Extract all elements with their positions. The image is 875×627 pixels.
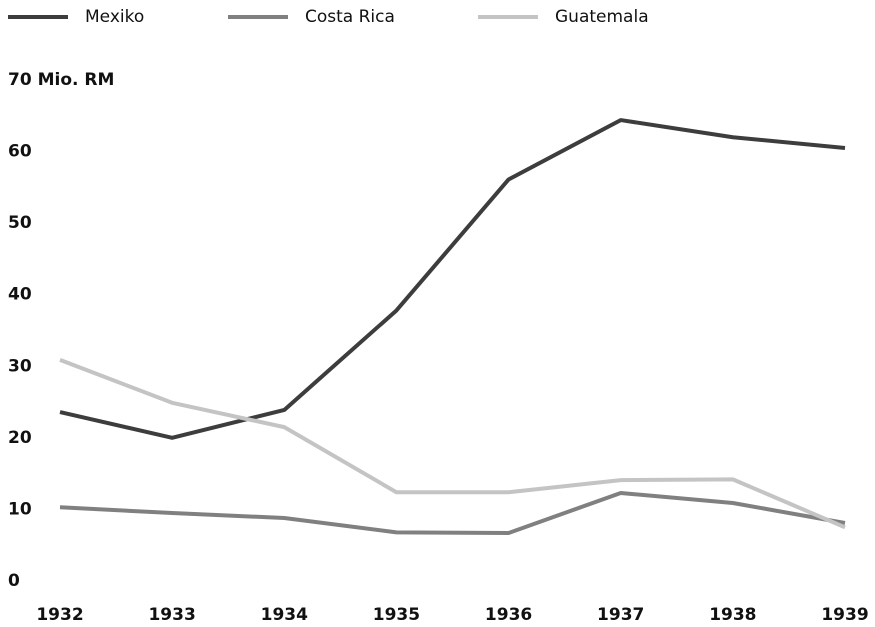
x-tick-label: 1932 xyxy=(36,605,83,625)
legend-label: Mexiko xyxy=(85,7,144,27)
x-tick-label: 1936 xyxy=(485,605,532,625)
x-tick-label: 1934 xyxy=(261,605,308,625)
y-tick-label: 30 xyxy=(8,356,32,376)
y-tick-label: 40 xyxy=(8,285,32,305)
x-tick-label: 1935 xyxy=(373,605,420,625)
y-tick-label: 60 xyxy=(8,142,32,162)
series-line xyxy=(59,357,846,530)
series-line xyxy=(59,118,846,440)
x-tick-label: 1938 xyxy=(709,605,756,625)
series-line xyxy=(59,490,846,536)
y-tick-label: 70 Mio. RM xyxy=(8,70,114,90)
legend-label: Costa Rica xyxy=(305,7,395,27)
x-tick-label: 1937 xyxy=(597,605,644,625)
x-tick-label: 1933 xyxy=(148,605,195,625)
y-tick-label: 20 xyxy=(8,428,32,448)
y-tick-label: 50 xyxy=(8,213,32,233)
y-tick-label: 0 xyxy=(8,571,20,591)
legend-label: Guatemala xyxy=(555,7,649,27)
y-tick-label: 10 xyxy=(8,499,32,519)
x-tick-label: 1939 xyxy=(821,605,868,625)
